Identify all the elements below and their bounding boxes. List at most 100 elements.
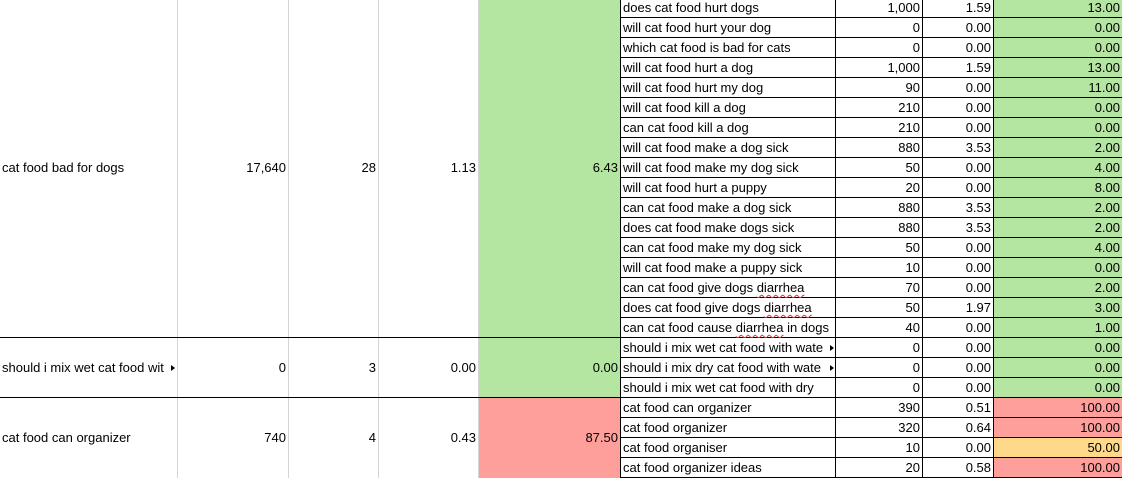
row-volume[interactable]: 0: [912, 20, 920, 35]
group-volume[interactable]: 0: [278, 360, 286, 375]
row-difficulty[interactable]: 3.00: [1094, 300, 1120, 315]
row-keyword[interactable]: can cat food give dogs diarrhea: [621, 278, 835, 298]
group-keyword[interactable]: should i mix wet cat food wit: [2, 360, 164, 375]
row-volume[interactable]: 50: [905, 300, 920, 315]
row-keyword[interactable]: cat food organizer: [623, 420, 728, 435]
row-volume[interactable]: 90: [905, 80, 920, 95]
row-keyword[interactable]: can cat food make a dog sick: [623, 200, 792, 215]
row-cpc[interactable]: 0.00: [965, 240, 991, 255]
group-average[interactable]: 1.13: [450, 160, 476, 175]
row-difficulty[interactable]: 2.00: [1094, 140, 1120, 155]
row-difficulty[interactable]: 13.00: [1087, 0, 1120, 15]
row-cpc[interactable]: 0.64: [965, 420, 991, 435]
group-count[interactable]: 4: [368, 430, 376, 445]
row-keyword[interactable]: will cat food hurt my dog: [623, 80, 764, 95]
row-volume[interactable]: 0: [912, 40, 920, 55]
row-volume[interactable]: 0: [912, 360, 920, 375]
row-keyword[interactable]: cat food organizer ideas: [623, 460, 762, 475]
row-keyword[interactable]: cat food can organizer: [623, 400, 752, 415]
row-difficulty[interactable]: 0.00: [1094, 20, 1120, 35]
row-volume[interactable]: 70: [905, 280, 920, 295]
row-volume[interactable]: 0: [912, 340, 920, 355]
row-volume[interactable]: 210: [898, 100, 920, 115]
row-volume[interactable]: 50: [905, 240, 920, 255]
row-volume[interactable]: 390: [898, 400, 920, 415]
row-cpc[interactable]: 0.00: [965, 380, 991, 395]
row-cpc[interactable]: 0.00: [965, 180, 991, 195]
row-keyword[interactable]: will cat food hurt a puppy: [623, 180, 767, 195]
row-difficulty[interactable]: 0.00: [1094, 260, 1120, 275]
row-keyword[interactable]: will cat food hurt your dog: [623, 20, 772, 35]
row-difficulty[interactable]: 1.00: [1094, 320, 1120, 335]
row-difficulty[interactable]: 50.00: [1087, 440, 1120, 455]
row-keyword[interactable]: will cat food hurt a dog: [623, 60, 754, 75]
row-difficulty[interactable]: 0.00: [1094, 380, 1120, 395]
row-difficulty[interactable]: 2.00: [1094, 200, 1120, 215]
row-difficulty[interactable]: 100.00: [1080, 400, 1120, 415]
row-volume[interactable]: 20: [905, 180, 920, 195]
row-volume[interactable]: 10: [905, 260, 920, 275]
row-keyword[interactable]: does cat food make dogs sick: [623, 220, 795, 235]
group-keyword[interactable]: cat food can organizer: [2, 430, 131, 445]
row-difficulty[interactable]: 2.00: [1094, 220, 1120, 235]
row-cpc[interactable]: 0.00: [965, 20, 991, 35]
group-average[interactable]: 0.00: [450, 360, 476, 375]
row-volume[interactable]: 10: [905, 440, 920, 455]
row-volume[interactable]: 0: [912, 380, 920, 395]
row-volume[interactable]: 320: [898, 420, 920, 435]
row-difficulty[interactable]: 13.00: [1087, 60, 1120, 75]
row-cpc[interactable]: 0.00: [965, 100, 991, 115]
row-volume[interactable]: 40: [905, 320, 920, 335]
group-score[interactable]: 87.50: [585, 430, 618, 445]
row-volume[interactable]: 880: [898, 200, 920, 215]
row-cpc[interactable]: 0.00: [965, 80, 991, 95]
row-cpc[interactable]: 0.00: [965, 340, 991, 355]
row-keyword[interactable]: will cat food make a dog sick: [623, 140, 789, 155]
row-cpc[interactable]: 0.00: [965, 360, 991, 375]
row-keyword[interactable]: does cat food hurt dogs: [623, 0, 759, 15]
row-volume[interactable]: 880: [898, 220, 920, 235]
row-cpc[interactable]: 1.97: [965, 300, 991, 315]
row-difficulty[interactable]: 4.00: [1094, 240, 1120, 255]
row-keyword[interactable]: will cat food kill a dog: [623, 100, 746, 115]
row-cpc[interactable]: 0.00: [965, 120, 991, 135]
row-cpc[interactable]: 0.00: [965, 260, 991, 275]
row-cpc[interactable]: 3.53: [965, 200, 991, 215]
row-keyword[interactable]: should i mix wet cat food with wate: [623, 340, 824, 355]
row-volume[interactable]: 210: [898, 120, 920, 135]
row-difficulty[interactable]: 0.00: [1094, 40, 1120, 55]
row-cpc[interactable]: 1.59: [965, 0, 991, 15]
row-difficulty[interactable]: 0.00: [1094, 340, 1120, 355]
group-score[interactable]: 6.43: [592, 160, 618, 175]
row-volume[interactable]: 20: [905, 460, 920, 475]
row-keyword[interactable]: which cat food is bad for cats: [623, 40, 791, 55]
group-count[interactable]: 3: [368, 360, 376, 375]
group-score[interactable]: 0.00: [592, 360, 618, 375]
row-volume[interactable]: 50: [905, 160, 920, 175]
row-cpc[interactable]: 3.53: [965, 140, 991, 155]
row-keyword[interactable]: will cat food make my dog sick: [623, 160, 799, 175]
group-volume[interactable]: 17,640: [246, 160, 286, 175]
row-volume[interactable]: 1,000: [887, 0, 920, 15]
group-count[interactable]: 28: [361, 160, 376, 175]
row-keyword[interactable]: will cat food make a puppy sick: [623, 260, 803, 275]
row-keyword[interactable]: should i mix wet cat food with dry: [623, 380, 814, 395]
row-cpc[interactable]: 0.00: [965, 320, 991, 335]
row-difficulty[interactable]: 2.00: [1094, 280, 1120, 295]
row-cpc[interactable]: 0.00: [965, 280, 991, 295]
row-cpc[interactable]: 0.00: [965, 40, 991, 55]
row-difficulty[interactable]: 11.00: [1088, 80, 1120, 95]
group-volume[interactable]: 740: [264, 430, 286, 445]
row-cpc[interactable]: 0.51: [965, 400, 991, 415]
row-cpc[interactable]: 0.00: [965, 160, 991, 175]
group-average[interactable]: 0.43: [450, 430, 476, 445]
row-cpc[interactable]: 1.59: [965, 60, 991, 75]
row-difficulty[interactable]: 8.00: [1094, 180, 1120, 195]
row-keyword[interactable]: can cat food cause diarrhea in dogs: [621, 318, 835, 338]
row-volume[interactable]: 880: [898, 140, 920, 155]
row-difficulty[interactable]: 0.00: [1094, 120, 1120, 135]
row-keyword[interactable]: can cat food kill a dog: [623, 120, 749, 135]
row-keyword[interactable]: does cat food give dogs diarrhea: [621, 298, 835, 318]
row-difficulty[interactable]: 0.00: [1094, 100, 1120, 115]
